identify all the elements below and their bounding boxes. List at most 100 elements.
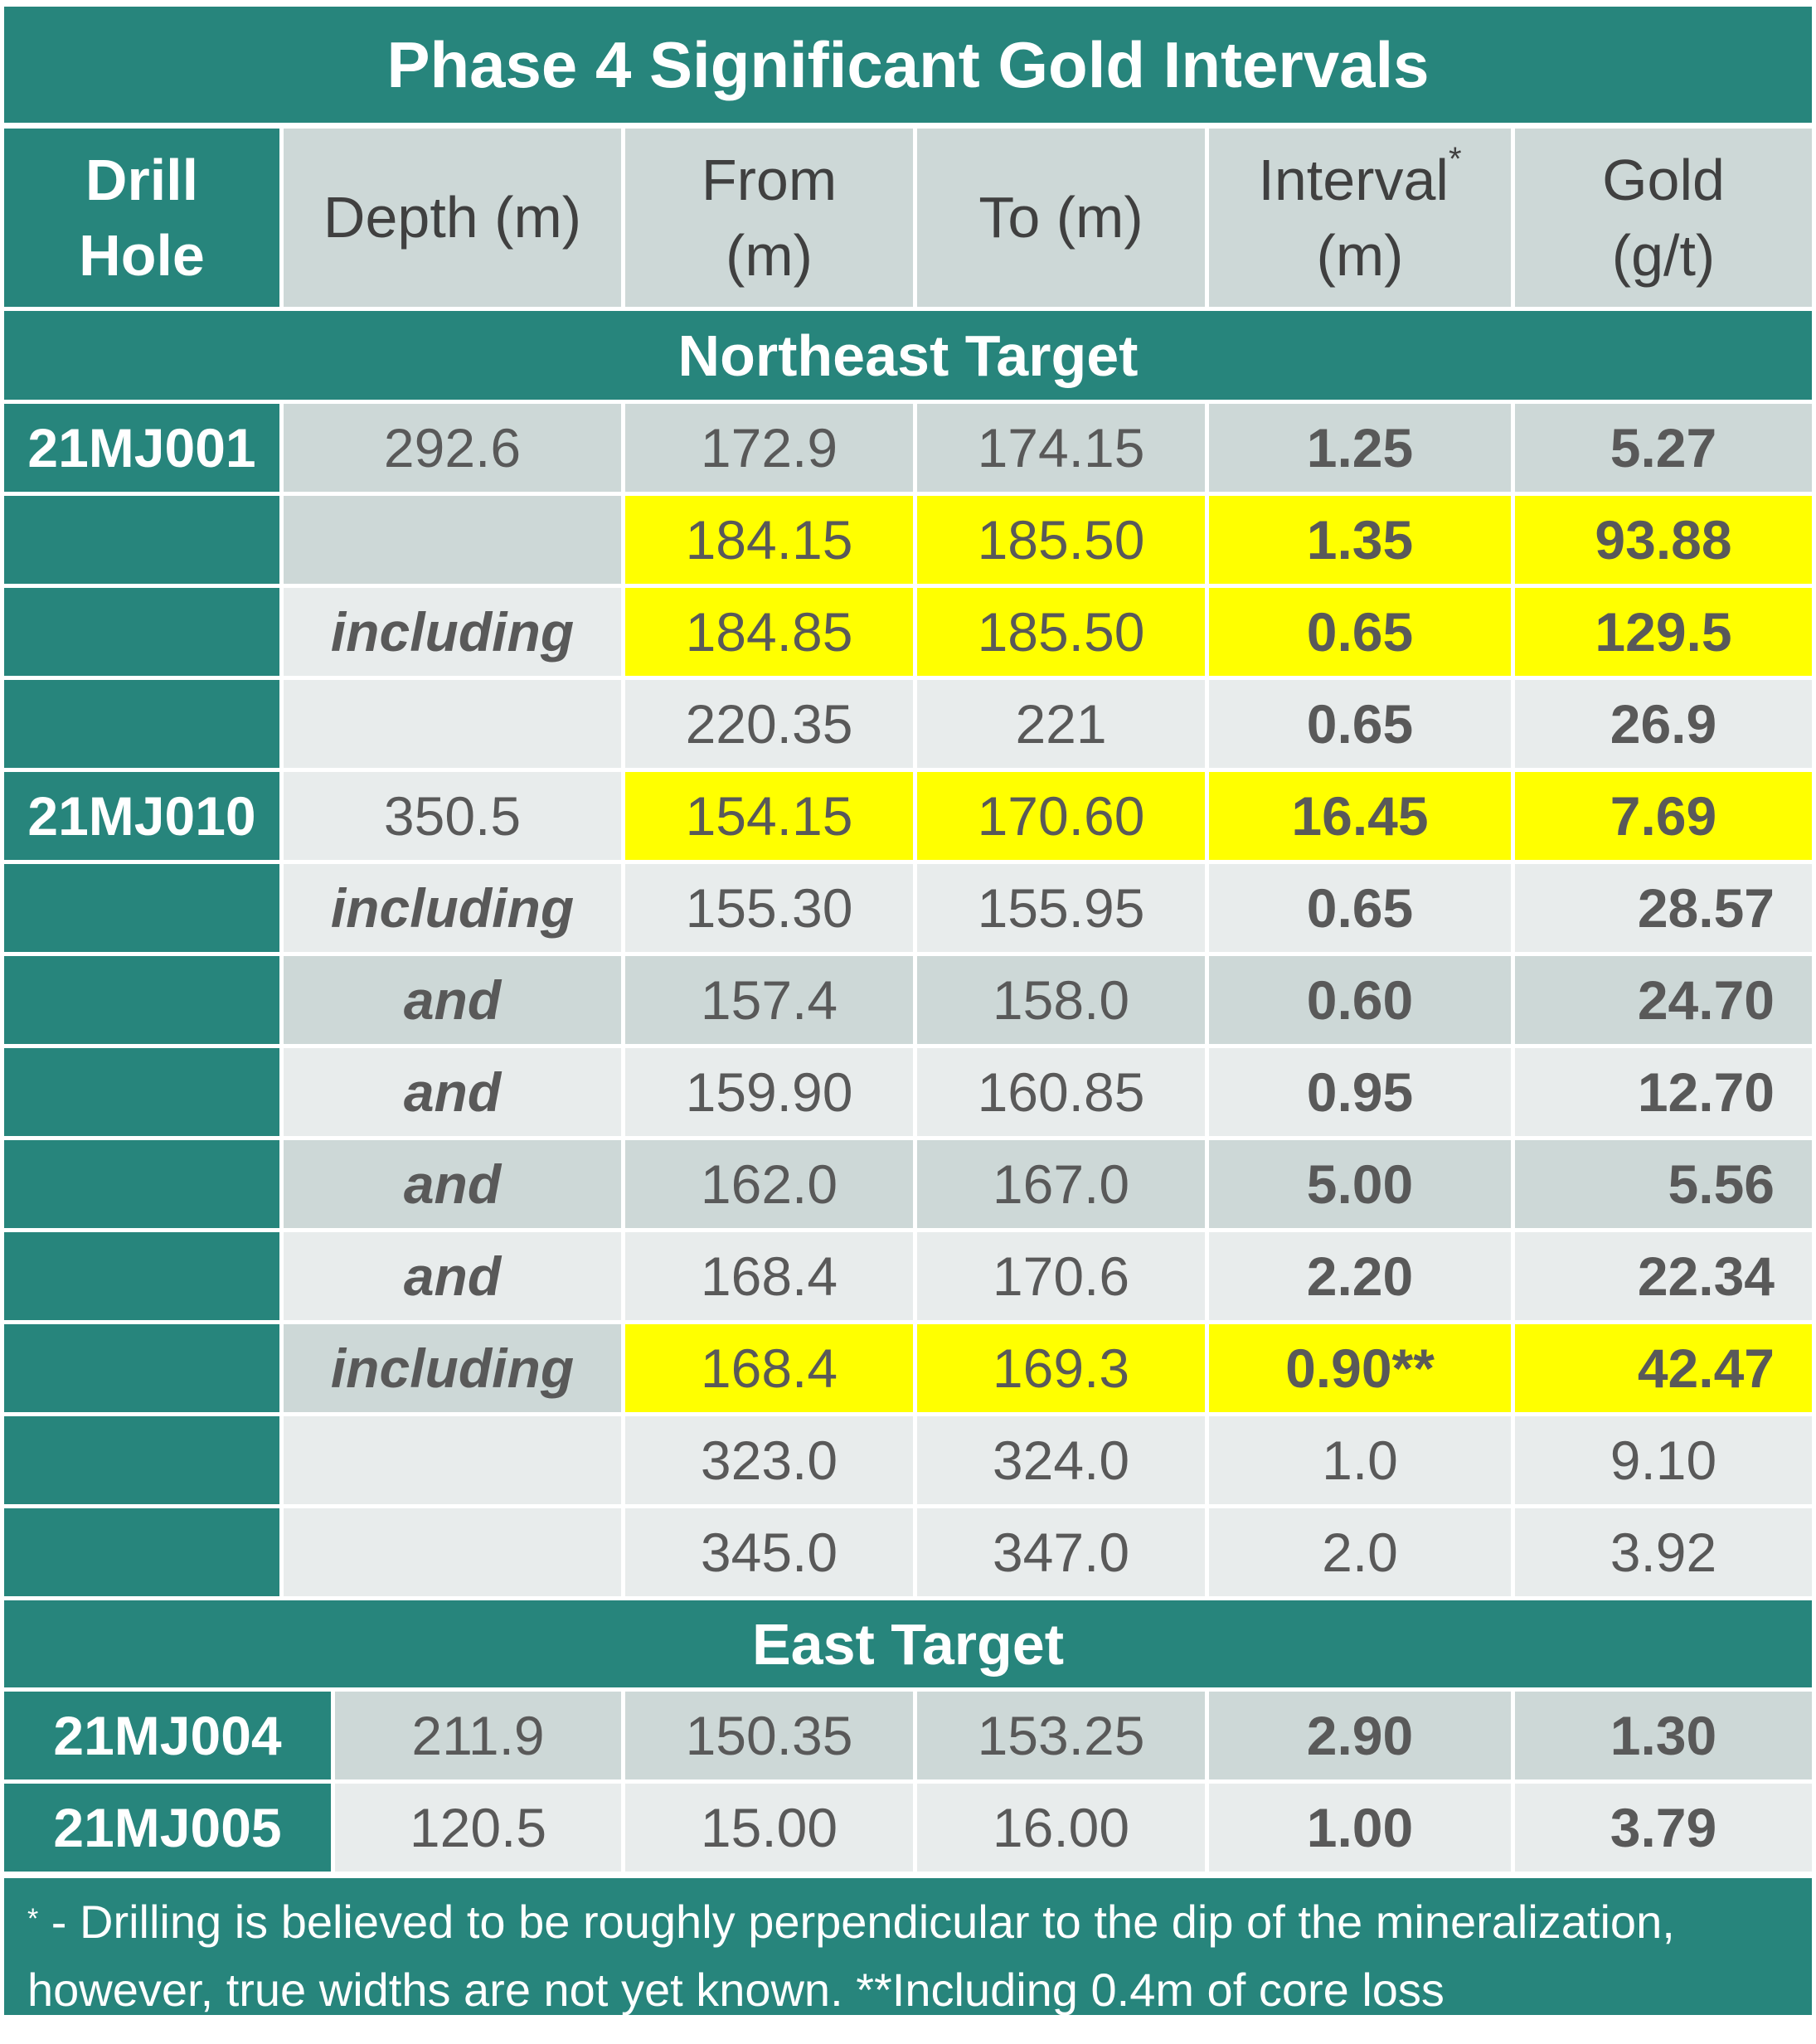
gold-cell: 24.70	[1515, 956, 1812, 1048]
from-cell: 168.4	[625, 1324, 917, 1416]
table-row: 21MJ010 350.5 154.15 170.60 16.45 7.69	[4, 772, 1812, 864]
depth-cell: 350.5	[284, 772, 625, 864]
to-cell: 185.50	[917, 588, 1209, 680]
from-cell: 154.15	[625, 772, 917, 864]
depth-cell: and	[284, 1232, 625, 1324]
drill-hole-cell	[4, 1048, 284, 1140]
interval-cell: 0.65	[1209, 588, 1515, 680]
gold-cell: 3.79	[1515, 1784, 1813, 1876]
to-cell: 167.0	[917, 1140, 1209, 1232]
interval-cell: 0.60	[1209, 956, 1515, 1048]
from-cell: 220.35	[625, 680, 917, 772]
drill-hole-cell	[4, 680, 284, 772]
to-cell: 185.50	[917, 496, 1209, 588]
depth-cell: including	[284, 1324, 625, 1416]
gold-cell: 9.10	[1515, 1416, 1812, 1508]
footnote-line-2: however, true widths are not yet known. …	[27, 1964, 1445, 2016]
to-cell: 169.3	[917, 1324, 1209, 1416]
interval-cell: 0.95	[1209, 1048, 1515, 1140]
interval-cell: 0.65	[1209, 864, 1515, 956]
gold-cell: 129.5	[1515, 588, 1812, 680]
depth-cell	[284, 496, 625, 588]
header-gold: Gold (g/t)	[1515, 129, 1812, 311]
depth-cell	[284, 1508, 625, 1600]
to-cell: 160.85	[917, 1048, 1209, 1140]
northeast-table: Drill Hole Depth (m) From (m) To (m) Inter…	[4, 129, 1812, 1600]
section-row-northeast: Northeast Target	[4, 311, 1812, 404]
table-row: and 157.4 158.0 0.60 24.70	[4, 956, 1812, 1048]
from-cell: 155.30	[625, 864, 917, 956]
table-row: 220.35 221 0.65 26.9	[4, 680, 1812, 772]
depth-cell: and	[284, 1140, 625, 1232]
from-cell: 168.4	[625, 1232, 917, 1324]
header-to: To (m)	[917, 129, 1209, 311]
table-row: including 184.85 185.50 0.65 129.5	[4, 588, 1812, 680]
depth-cell: including	[284, 588, 625, 680]
depth-cell	[284, 1416, 625, 1508]
to-cell: 153.25	[917, 1692, 1209, 1784]
footnote-line-1: * - Drilling is believed to be roughly p…	[27, 1896, 1675, 1948]
gold-cell: 7.69	[1515, 772, 1812, 864]
drill-hole-cell	[4, 1416, 284, 1508]
from-cell: 345.0	[625, 1508, 917, 1600]
drill-hole-cell	[4, 588, 284, 680]
gold-cell: 42.47	[1515, 1324, 1812, 1416]
interval-cell: 1.35	[1209, 496, 1515, 588]
drill-hole-cell	[4, 496, 284, 588]
gold-cell: 12.70	[1515, 1048, 1812, 1140]
header-interval: Interval* (m)	[1209, 129, 1515, 311]
depth-cell: 120.5	[335, 1784, 625, 1876]
to-cell: 221	[917, 680, 1209, 772]
to-cell: 170.60	[917, 772, 1209, 864]
section-title-east: East Target	[4, 1600, 1813, 1692]
interval-cell: 16.45	[1209, 772, 1515, 864]
table-row: 21MJ004 211.9 150.35 153.25 2.90 1.30	[4, 1692, 1813, 1784]
interval-footnote-marker: *	[1448, 140, 1462, 177]
gold-cell: 3.92	[1515, 1508, 1812, 1600]
drill-hole-cell: 21MJ004	[4, 1692, 335, 1784]
gold-cell: 26.9	[1515, 680, 1812, 772]
table-row: and 168.4 170.6 2.20 22.34	[4, 1232, 1812, 1324]
drill-hole-cell	[4, 1508, 284, 1600]
gold-cell: 22.34	[1515, 1232, 1812, 1324]
drill-hole-cell	[4, 1324, 284, 1416]
table-row: and 159.90 160.85 0.95 12.70	[4, 1048, 1812, 1140]
drill-hole-cell: 21MJ010	[4, 772, 284, 864]
to-cell: 174.15	[917, 404, 1209, 496]
header-drill-hole: Drill Hole	[4, 129, 284, 311]
to-cell: 170.6	[917, 1232, 1209, 1324]
from-cell: 184.85	[625, 588, 917, 680]
drill-hole-cell: 21MJ005	[4, 1784, 335, 1876]
table-row: and 162.0 167.0 5.00 5.56	[4, 1140, 1812, 1232]
interval-cell: 1.25	[1209, 404, 1515, 496]
from-cell: 172.9	[625, 404, 917, 496]
depth-cell: 211.9	[335, 1692, 625, 1784]
footnote-marker: *	[27, 1903, 39, 1935]
table-row: 345.0 347.0 2.0 3.92	[4, 1508, 1812, 1600]
interval-cell: 0.65	[1209, 680, 1515, 772]
interval-cell: 1.0	[1209, 1416, 1515, 1508]
from-cell: 184.15	[625, 496, 917, 588]
to-cell: 158.0	[917, 956, 1209, 1048]
interval-cell: 2.20	[1209, 1232, 1515, 1324]
header-from: From (m)	[625, 129, 917, 311]
depth-cell: 292.6	[284, 404, 625, 496]
to-cell: 155.95	[917, 864, 1209, 956]
from-cell: 15.00	[625, 1784, 917, 1876]
from-cell: 162.0	[625, 1140, 917, 1232]
from-cell: 323.0	[625, 1416, 917, 1508]
to-cell: 16.00	[917, 1784, 1209, 1876]
depth-cell: and	[284, 1048, 625, 1140]
depth-cell: including	[284, 864, 625, 956]
drill-hole-cell	[4, 864, 284, 956]
table-title: Phase 4 Significant Gold Intervals	[4, 7, 1812, 123]
depth-cell	[284, 680, 625, 772]
gold-cell: 5.27	[1515, 404, 1812, 496]
section-title-northeast: Northeast Target	[4, 311, 1812, 404]
from-cell: 150.35	[625, 1692, 917, 1784]
header-row: Drill Hole Depth (m) From (m) To (m) Inter…	[4, 129, 1812, 311]
east-table: East Target 21MJ004 211.9 150.35 153.25 …	[4, 1600, 1813, 1876]
drill-hole-cell	[4, 1140, 284, 1232]
interval-cell: 0.90**	[1209, 1324, 1515, 1416]
